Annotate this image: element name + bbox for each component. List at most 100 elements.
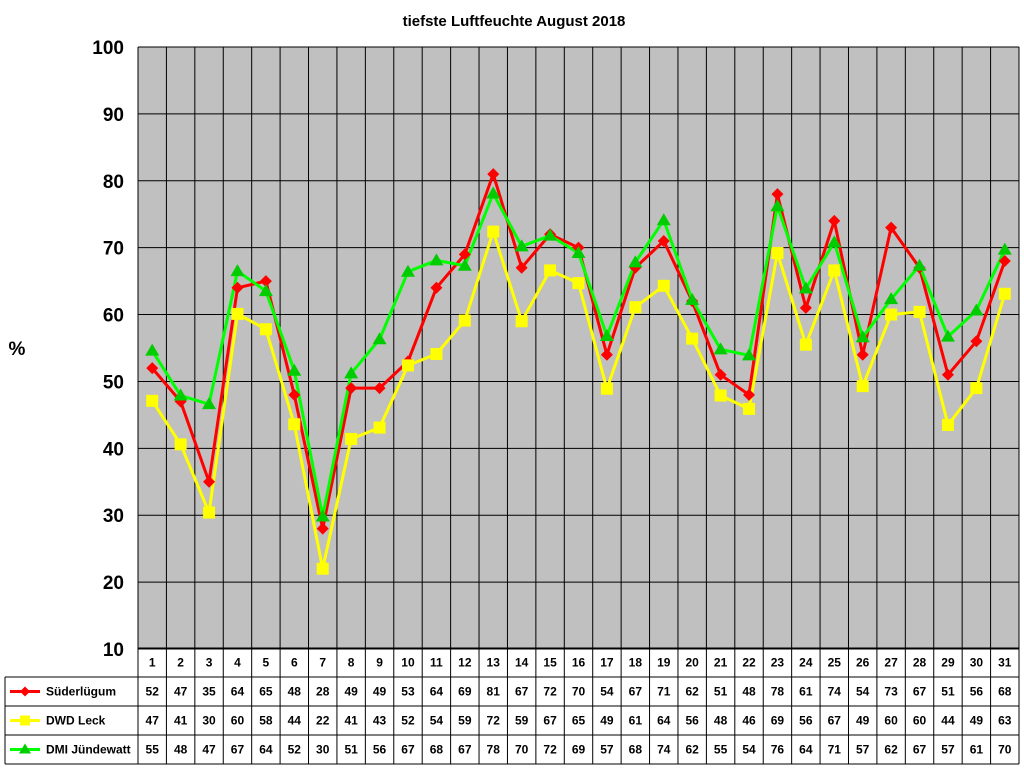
data-point-1 — [203, 506, 216, 519]
data-label-2: 57 — [856, 743, 870, 757]
data-point-0 — [203, 475, 216, 488]
data-label-0: 47 — [174, 685, 188, 699]
data-label-0: 61 — [799, 685, 813, 699]
data-label-2: 67 — [401, 743, 415, 757]
x-tick-label: 22 — [742, 656, 756, 670]
data-point-2 — [145, 343, 160, 356]
data-label-0: 35 — [202, 685, 216, 699]
data-point-0 — [487, 168, 500, 181]
data-label-0: 51 — [714, 685, 728, 699]
data-point-2 — [457, 258, 472, 271]
data-label-2: 55 — [714, 743, 728, 757]
data-point-1 — [629, 301, 642, 314]
data-label-2: 62 — [884, 743, 898, 757]
data-point-2 — [969, 303, 984, 316]
data-point-2 — [543, 228, 558, 241]
x-tick-label: 5 — [263, 656, 270, 670]
data-label-0: 67 — [515, 685, 529, 699]
data-label-1: 30 — [202, 714, 216, 728]
data-label-1: 54 — [430, 714, 444, 728]
data-point-1 — [686, 332, 699, 345]
data-point-1 — [401, 359, 414, 372]
data-point-0 — [316, 522, 329, 535]
data-point-2 — [770, 199, 785, 212]
grid-lines — [137, 46, 1020, 650]
y-tick-label: 20 — [103, 573, 124, 594]
data-point-2 — [315, 509, 330, 522]
data-point-2 — [571, 246, 586, 259]
data-point-0 — [799, 301, 812, 314]
data-point-2 — [400, 264, 415, 277]
data-label-0: 62 — [685, 685, 699, 699]
data-point-1 — [544, 264, 557, 277]
y-tick-label: 40 — [103, 439, 124, 460]
y-tick-label: 100 — [92, 38, 124, 59]
data-point-2 — [429, 253, 444, 266]
x-tick-label: 4 — [234, 656, 241, 670]
x-tick-label: 19 — [657, 656, 671, 670]
data-label-0: 67 — [913, 685, 927, 699]
data-label-1: 46 — [742, 714, 756, 728]
data-point-1 — [913, 305, 926, 318]
data-label-1: 59 — [458, 714, 472, 728]
data-point-1 — [288, 418, 301, 431]
data-point-2 — [628, 255, 643, 268]
data-label-2: 62 — [685, 743, 699, 757]
x-tick-label: 30 — [970, 656, 984, 670]
x-tick-label: 6 — [291, 656, 298, 670]
data-label-1: 56 — [799, 714, 813, 728]
data-label-2: 76 — [771, 743, 785, 757]
y-tick-label: 50 — [103, 372, 124, 393]
x-tick-label: 17 — [600, 656, 614, 670]
data-point-2 — [997, 242, 1012, 255]
data-label-1: 61 — [629, 714, 643, 728]
data-label-1: 49 — [970, 714, 984, 728]
data-point-2 — [599, 328, 614, 341]
x-tick-label: 23 — [771, 656, 785, 670]
data-point-1 — [430, 348, 443, 361]
data-label-2: 57 — [941, 743, 955, 757]
data-label-1: 41 — [344, 714, 358, 728]
data-label-2: 54 — [742, 743, 756, 757]
data-label-2: 57 — [600, 743, 614, 757]
data-point-2 — [258, 284, 273, 297]
x-tick-label: 18 — [629, 656, 643, 670]
data-point-2 — [344, 366, 359, 379]
data-label-1: 60 — [884, 714, 898, 728]
data-label-0: 69 — [458, 685, 472, 699]
data-point-0 — [885, 221, 898, 234]
data-label-1: 64 — [657, 714, 671, 728]
data-label-1: 67 — [543, 714, 557, 728]
y-tick-label: 80 — [103, 172, 124, 193]
x-tick-label: 29 — [941, 656, 955, 670]
data-point-1 — [998, 287, 1011, 300]
data-label-1: 58 — [259, 714, 273, 728]
data-label-1: 56 — [685, 714, 699, 728]
data-label-0: 52 — [146, 685, 160, 699]
data-point-0 — [231, 281, 244, 294]
data-label-2: 71 — [828, 743, 842, 757]
data-label-2: 70 — [515, 743, 529, 757]
data-point-0 — [430, 281, 443, 294]
data-label-0: 65 — [259, 685, 273, 699]
data-label-1: 65 — [572, 714, 586, 728]
data-label-2: 48 — [174, 743, 188, 757]
data-point-1 — [515, 315, 528, 328]
data-point-1 — [856, 380, 869, 393]
data-point-0 — [657, 234, 670, 247]
data-point-0 — [345, 382, 358, 395]
data-point-0 — [515, 261, 528, 274]
data-point-1 — [714, 389, 727, 402]
data-point-2 — [514, 239, 529, 252]
data-label-1: 41 — [174, 714, 188, 728]
data-point-0 — [714, 368, 727, 381]
data-label-0: 49 — [344, 685, 358, 699]
data-point-2 — [230, 264, 245, 277]
data-label-0: 78 — [771, 685, 785, 699]
data-table: 1 2 3 4 5 6 7 8 9 10 11 12 13 14 15 16 17 18 19 20 21 22 23 24 2… — [4, 647, 1020, 765]
data-label-1: 59 — [515, 714, 529, 728]
data-point-1 — [373, 421, 386, 434]
data-point-2 — [372, 332, 387, 345]
data-label-1: 22 — [316, 714, 330, 728]
